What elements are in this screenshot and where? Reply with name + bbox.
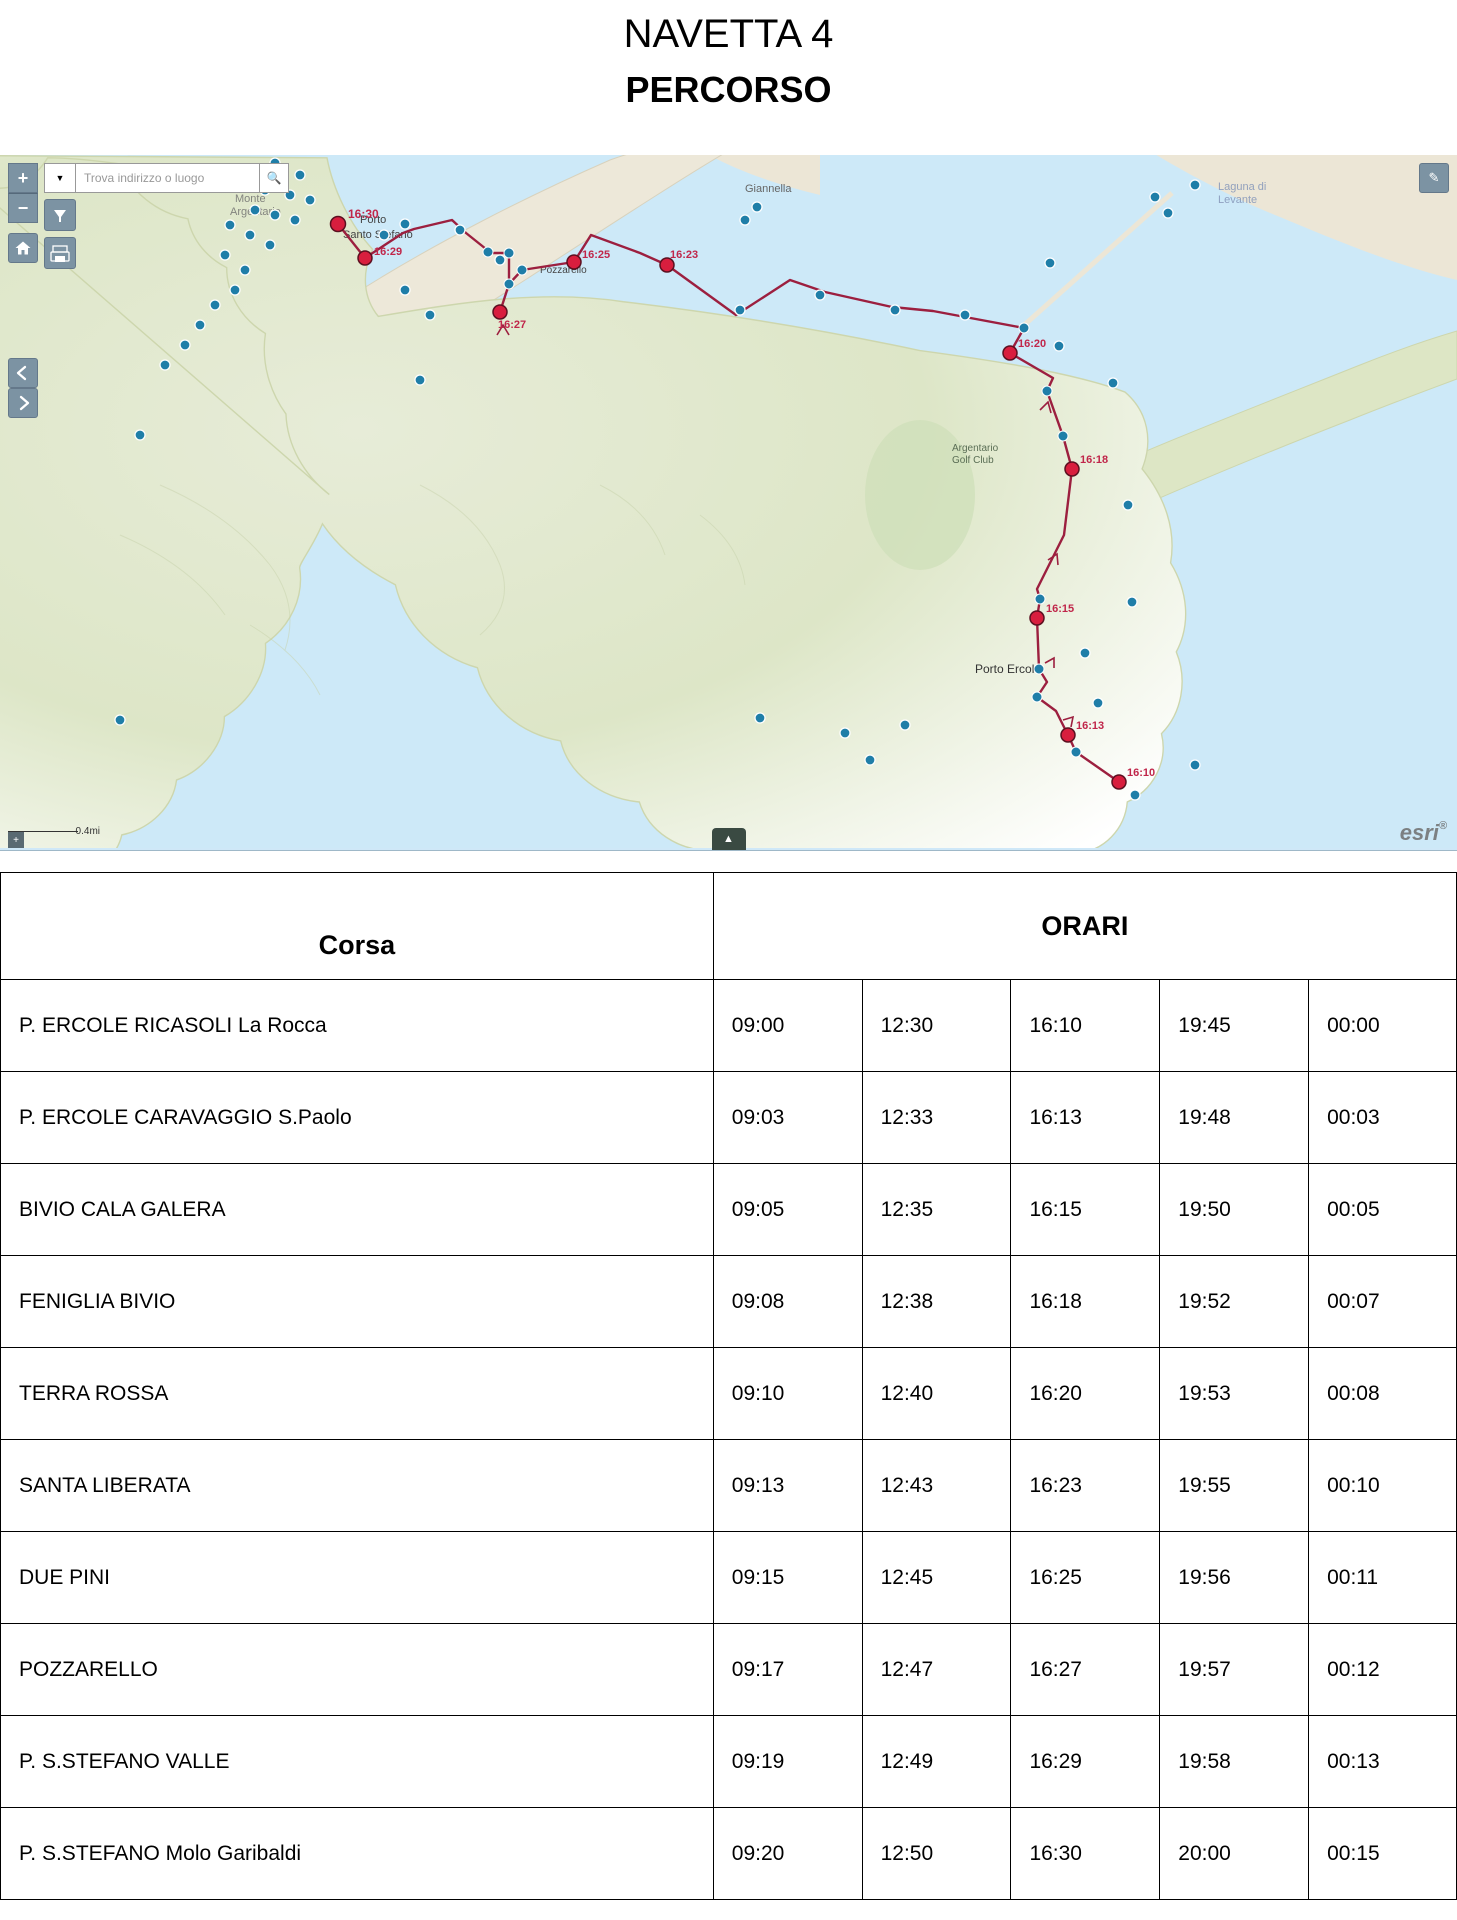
svg-text:Laguna di: Laguna di	[1218, 181, 1266, 193]
svg-text:Santo Stefano: Santo Stefano	[343, 229, 413, 241]
svg-text:Giannella: Giannella	[745, 183, 792, 195]
svg-text:16:18: 16:18	[1080, 454, 1108, 466]
svg-text:16:10: 16:10	[1127, 767, 1155, 779]
svg-text:Levante: Levante	[1218, 194, 1257, 206]
svg-text:16:23: 16:23	[670, 249, 698, 261]
svg-text:Monte: Monte	[235, 193, 266, 205]
svg-text:16:30: 16:30	[348, 207, 379, 221]
svg-text:Golf Club: Golf Club	[952, 455, 994, 466]
svg-text:16:15: 16:15	[1046, 603, 1074, 615]
svg-text:16:29: 16:29	[374, 246, 402, 258]
svg-text:16:25: 16:25	[582, 249, 610, 261]
svg-text:16:27: 16:27	[498, 319, 526, 331]
svg-text:Argentario: Argentario	[952, 443, 999, 454]
svg-text:Porto Ercole: Porto Ercole	[975, 662, 1041, 676]
svg-text:16:20: 16:20	[1018, 338, 1046, 350]
svg-text:16:13: 16:13	[1076, 720, 1104, 732]
